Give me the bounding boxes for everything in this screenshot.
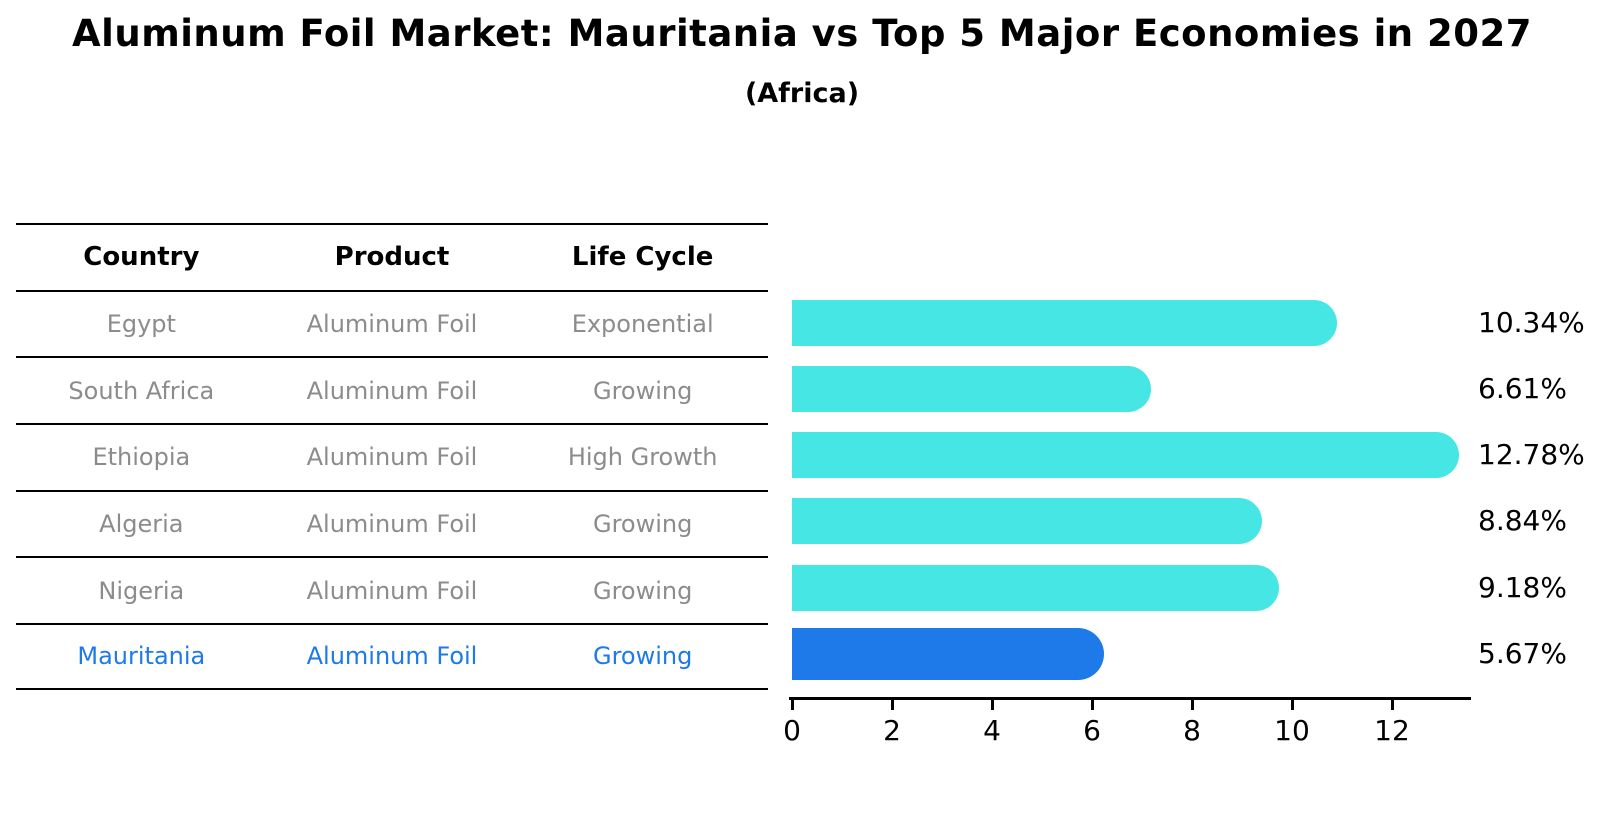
cell-country: Ethiopia: [92, 443, 191, 472]
x-axis-tick-label: 8: [1183, 714, 1201, 747]
bar-ethiopia: [792, 432, 1459, 479]
chart-title: Aluminum Foil Market: Mauritania vs Top …: [72, 12, 1532, 55]
x-axis-line: [789, 697, 1471, 700]
bar-value-label-south-africa: 6.61%: [1478, 371, 1567, 405]
bar-chart: 10.34% 6.61% 12.78% 8.84% 9.18% 5.67% 0 2 4 6 8 10 1…: [783, 223, 1585, 783]
cell-country: Mauritania: [77, 642, 206, 671]
cell-life-cycle: High Growth: [567, 443, 718, 472]
cell-country: Algeria: [99, 510, 184, 539]
cell-country: Nigeria: [98, 576, 185, 605]
x-axis-tick-label: 0: [783, 714, 801, 747]
bar-value-label-nigeria: 9.18%: [1478, 570, 1567, 604]
header-life-cycle: Life Cycle: [571, 242, 714, 273]
table-row-south-africa: South Africa Aluminum Foil Growing: [16, 356, 768, 423]
header-product: Product: [334, 242, 450, 273]
cell-life-cycle: Growing: [592, 642, 693, 671]
x-axis-tick: [1290, 700, 1294, 710]
cell-life-cycle: Exponential: [571, 310, 714, 339]
country-table: Country Product Life Cycle Egypt Aluminum Fo…: [16, 223, 768, 690]
bar-egypt: [792, 299, 1337, 346]
cell-life-cycle: Growing: [592, 576, 693, 605]
header-country: Country: [83, 242, 200, 273]
x-axis-tick: [1190, 700, 1194, 710]
bar-value-label-egypt: 10.34%: [1478, 305, 1585, 339]
x-axis-tick-label: 6: [1083, 714, 1101, 747]
bar-value-label-algeria: 8.84%: [1478, 504, 1567, 538]
cell-life-cycle: Growing: [592, 510, 693, 539]
table-row-nigeria: Nigeria Aluminum Foil Growing: [16, 556, 768, 623]
x-axis-tick: [1390, 700, 1394, 710]
cell-country: Egypt: [106, 310, 176, 339]
cell-life-cycle: Growing: [592, 376, 693, 405]
x-axis-tick-label: 10: [1274, 714, 1310, 747]
bar-mauritania: [792, 628, 1104, 680]
bar-value-label-mauritania: 5.67%: [1478, 637, 1567, 670]
x-axis-tick: [990, 700, 994, 710]
x-axis-tick: [890, 700, 894, 710]
cell-product: Aluminum Foil: [306, 443, 478, 472]
chart-subtitle: (Africa): [744, 78, 860, 109]
bar-south-africa: [792, 365, 1151, 412]
x-axis-tick: [790, 700, 794, 710]
bar-algeria: [792, 498, 1262, 545]
x-axis-tick-label: 4: [983, 714, 1001, 747]
table-header-row: Country Product Life Cycle: [16, 223, 768, 290]
table-row-ethiopia: Ethiopia Aluminum Foil High Growth: [16, 423, 768, 490]
table-row-mauritania: Mauritania Aluminum Foil Growing: [16, 623, 768, 690]
table-row-algeria: Algeria Aluminum Foil Growing: [16, 489, 768, 557]
cell-product: Aluminum Foil: [306, 510, 478, 539]
x-axis-tick: [1090, 700, 1094, 710]
x-axis-tick-label: 12: [1374, 714, 1410, 747]
cell-country: South Africa: [68, 376, 215, 405]
cell-product: Aluminum Foil: [306, 642, 478, 671]
cell-product: Aluminum Foil: [306, 576, 478, 605]
table-row-egypt: Egypt Aluminum Foil Exponential: [16, 289, 768, 357]
cell-product: Aluminum Foil: [306, 310, 478, 339]
bar-nigeria: [792, 564, 1279, 611]
cell-product: Aluminum Foil: [306, 376, 478, 405]
x-axis-tick-label: 2: [883, 714, 901, 747]
bar-value-label-ethiopia: 12.78%: [1478, 438, 1585, 472]
